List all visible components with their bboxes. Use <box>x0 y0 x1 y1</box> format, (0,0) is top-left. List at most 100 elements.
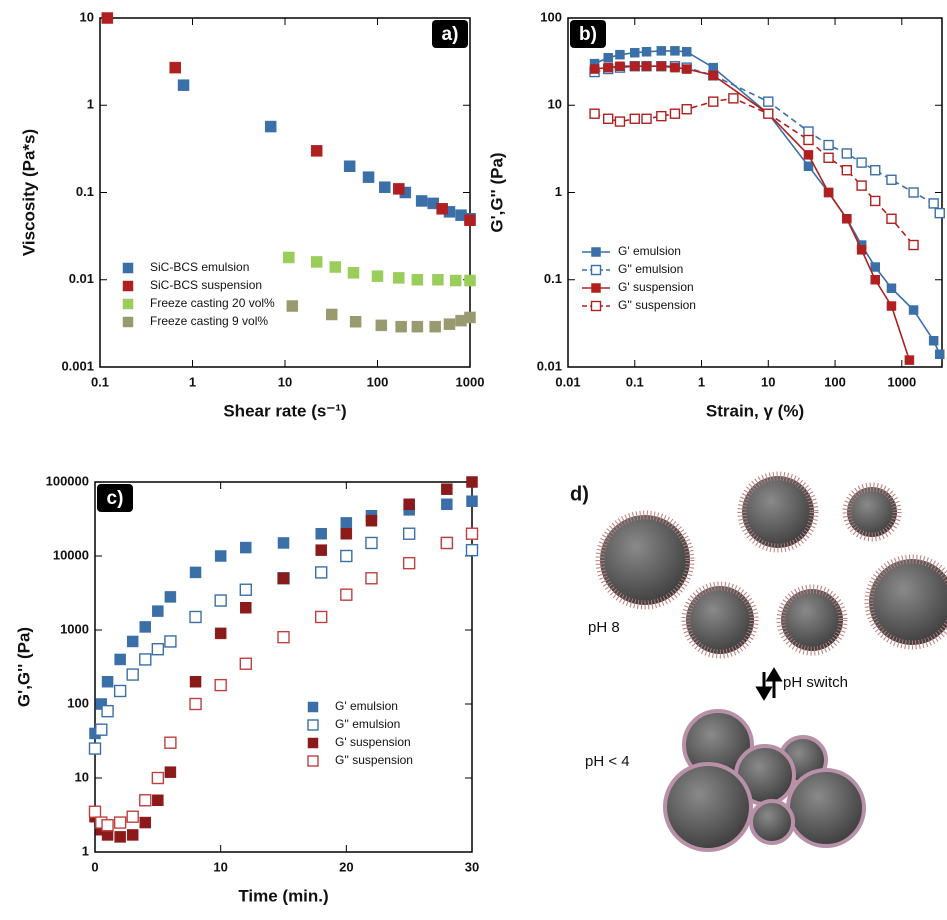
legend-marker <box>591 283 601 293</box>
particle <box>681 581 759 659</box>
legend-marker <box>307 719 319 731</box>
data-point <box>240 601 252 614</box>
data-point <box>464 274 476 287</box>
data-point <box>629 113 640 124</box>
x-axis-title: Strain, γ (%) <box>706 401 804 420</box>
legend-label: Freeze casting 9 vol% <box>150 314 268 328</box>
data-point <box>277 572 290 585</box>
data-point <box>603 53 613 63</box>
data-point <box>928 198 939 209</box>
x-tick-label: 20 <box>339 859 353 874</box>
data-point <box>340 527 353 540</box>
x-tick-label: 1 <box>698 374 705 389</box>
data-point <box>239 657 253 670</box>
legend-label: G'' emulsion <box>618 262 683 276</box>
data-point <box>329 261 342 273</box>
particle <box>737 471 819 553</box>
data-point <box>641 61 652 71</box>
data-point <box>340 517 353 529</box>
legend-label: SiC-BCS emulsion <box>150 260 249 274</box>
data-point <box>589 108 600 119</box>
data-point <box>189 610 202 624</box>
data-point <box>151 643 165 656</box>
y-tick-label: 0.001 <box>61 358 94 373</box>
data-point <box>189 566 202 579</box>
data-point <box>411 274 424 286</box>
legend-label: G' emulsion <box>618 244 681 258</box>
data-point <box>708 70 719 81</box>
data-point <box>670 62 680 73</box>
x-tick-label: 30 <box>465 859 479 874</box>
data-point <box>315 566 328 579</box>
data-point <box>823 152 834 163</box>
data-point <box>841 148 853 159</box>
y-tick-label: 100 <box>67 695 89 710</box>
data-point <box>856 157 867 168</box>
data-point <box>286 300 299 312</box>
data-point <box>402 527 416 540</box>
legend-marker <box>591 247 601 257</box>
data-point <box>803 126 814 137</box>
legend-label: Freeze casting 20 vol% <box>150 296 275 310</box>
data-point <box>641 47 652 57</box>
data-point <box>114 831 126 843</box>
particle <box>842 482 902 542</box>
data-point <box>630 61 640 71</box>
data-point <box>403 498 415 511</box>
y-axis-title: Viscosity (Pa*s) <box>19 129 38 256</box>
legend-marker <box>307 737 319 749</box>
data-point <box>139 794 152 807</box>
data-point <box>823 139 834 151</box>
legend-label: G'' emulsion <box>335 717 400 731</box>
legend-label: SiC-BCS suspension <box>150 278 262 292</box>
data-point <box>466 495 478 507</box>
y-axis-title: G',G'' (Pa) <box>14 627 33 707</box>
y-tick-label: 0.1 <box>544 271 562 286</box>
data-point <box>189 697 202 711</box>
legend-label: G' emulsion <box>335 699 398 713</box>
x-tick-label: 100 <box>824 374 846 389</box>
panel-label-box <box>432 20 468 48</box>
data-point <box>95 698 108 710</box>
data-point <box>464 214 476 227</box>
data-point <box>441 483 453 495</box>
y-tick-label: 1000 <box>60 621 89 636</box>
diagram-panel: d) pH 8 pH switch pH < 4 <box>570 471 947 852</box>
legend-marker <box>590 300 602 312</box>
panel-label: d) <box>570 483 589 505</box>
data-point <box>670 46 680 56</box>
data-point <box>934 207 945 219</box>
data-point <box>656 110 667 122</box>
data-point <box>602 113 614 124</box>
data-point <box>856 245 867 255</box>
data-point <box>656 46 667 56</box>
x-tick-label: 10 <box>761 374 775 389</box>
data-point <box>126 635 139 648</box>
data-point <box>681 47 692 57</box>
x-tick-label: 100 <box>367 374 389 389</box>
data-point <box>841 165 853 176</box>
plot-frame <box>94 481 473 853</box>
data-point <box>126 668 139 681</box>
particles-ph8 <box>595 471 947 659</box>
data-point <box>803 161 814 171</box>
data-point <box>113 684 127 698</box>
data-point <box>886 283 897 293</box>
data-point <box>164 736 177 749</box>
data-point <box>886 174 897 185</box>
data-point <box>870 275 880 285</box>
y-tick-label: 1 <box>82 843 89 858</box>
data-point <box>656 61 667 71</box>
data-point <box>615 49 625 60</box>
data-point <box>415 195 428 207</box>
data-point <box>101 12 114 24</box>
x-tick-label: 1000 <box>887 374 916 389</box>
x-tick-label: 10 <box>213 859 227 874</box>
data-point <box>371 270 384 282</box>
data-point <box>101 704 114 718</box>
data-point <box>214 627 227 640</box>
y-tick-label: 10 <box>80 9 94 24</box>
data-point <box>842 214 852 224</box>
